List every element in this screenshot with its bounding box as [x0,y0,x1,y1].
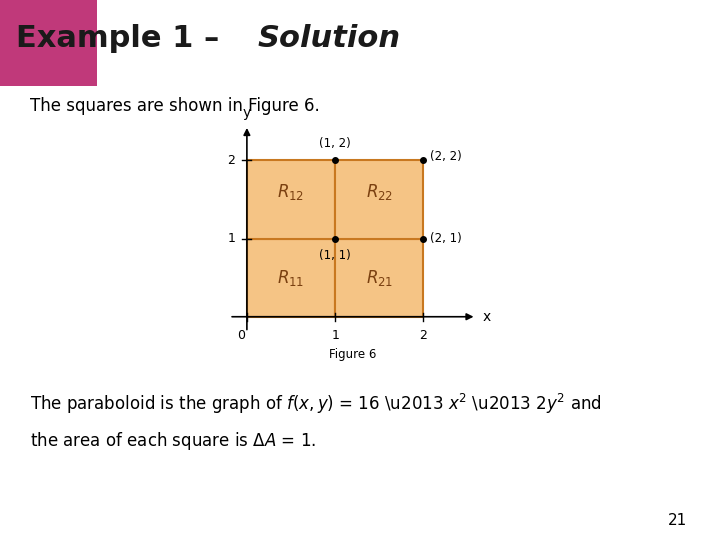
Text: 0: 0 [238,329,246,342]
Text: Example 1 –: Example 1 – [16,24,230,53]
Text: Solution: Solution [258,24,401,53]
Text: $R_{11}$: $R_{11}$ [277,268,305,288]
Text: (2, 1): (2, 1) [431,232,462,245]
Bar [247,239,335,317]
Text: y: y [243,106,251,120]
Text: $R_{12}$: $R_{12}$ [277,181,305,201]
Text: (2, 2): (2, 2) [431,150,462,163]
Text: The paraboloid is the graph of $f$$(x, y)$ = 16 \u2013 $x^2$ \u2013 2$y^2$ and: The paraboloid is the graph of $f$$(x, y… [30,392,602,416]
Text: 21: 21 [668,513,688,528]
Text: $R_{21}$: $R_{21}$ [366,268,393,288]
Bar [247,160,335,239]
Text: 1: 1 [228,232,235,245]
Text: (1, 1): (1, 1) [319,249,351,262]
Text: x: x [482,310,491,324]
Bar [335,160,423,239]
Text: The squares are shown in Figure 6.: The squares are shown in Figure 6. [30,97,320,114]
Text: the area of each square is $\Delta$$A$ = 1.: the area of each square is $\Delta$$A$ =… [30,429,316,451]
Bar [335,239,423,317]
Text: (1, 2): (1, 2) [319,137,351,150]
Text: $R_{22}$: $R_{22}$ [366,181,393,201]
Bar [0,0,97,86]
Text: Figure 6: Figure 6 [329,348,377,361]
Text: 1: 1 [331,329,339,342]
Text: 2: 2 [420,329,428,342]
Text: 2: 2 [228,154,235,167]
